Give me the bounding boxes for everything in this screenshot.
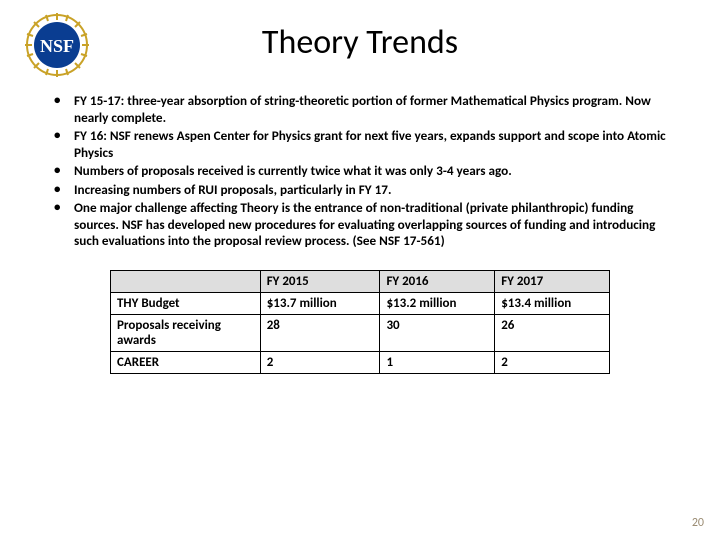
bullet-item: FY 15-17: three-year absorption of strin… [46,93,678,126]
slide: NSF Theory Trends FY 15-17: three-year a… [0,0,720,540]
table-cell: Proposals receiving awards [111,314,261,351]
table-cell: CAREER [111,351,261,373]
table-cell: 1 [380,351,495,373]
bullet-list: FY 15-17: three-year absorption of strin… [36,93,684,250]
table-row: CAREER 2 1 2 [111,351,610,373]
table-cell: 2 [260,351,380,373]
table-cell: $13.2 million [380,292,495,314]
table-cell: THY Budget [111,292,261,314]
nsf-logo: NSF [24,12,90,78]
budget-table: FY 2015 FY 2016 FY 2017 THY Budget $13.7… [110,270,610,374]
table-header-cell [111,270,261,292]
table-header-cell: FY 2017 [495,270,610,292]
table-cell: 30 [380,314,495,351]
table-row: Proposals receiving awards 28 30 26 [111,314,610,351]
table-cell: $13.4 million [495,292,610,314]
table-header-row: FY 2015 FY 2016 FY 2017 [111,270,610,292]
bullet-item: Numbers of proposals received is current… [46,163,678,180]
bullet-item: Increasing numbers of RUI proposals, par… [46,182,678,199]
table-cell: 2 [495,351,610,373]
page-number: 20 [692,516,704,530]
page-title: Theory Trends [36,22,684,63]
table-row: THY Budget $13.7 million $13.2 million $… [111,292,610,314]
bullet-item: FY 16: NSF renews Aspen Center for Physi… [46,128,678,161]
table-cell: 28 [260,314,380,351]
table-header-cell: FY 2016 [380,270,495,292]
nsf-logo-text: NSF [40,36,74,56]
bullet-item: One major challenge affecting Theory is … [46,200,678,250]
table-header-cell: FY 2015 [260,270,380,292]
table-cell: $13.7 million [260,292,380,314]
table-cell: 26 [495,314,610,351]
